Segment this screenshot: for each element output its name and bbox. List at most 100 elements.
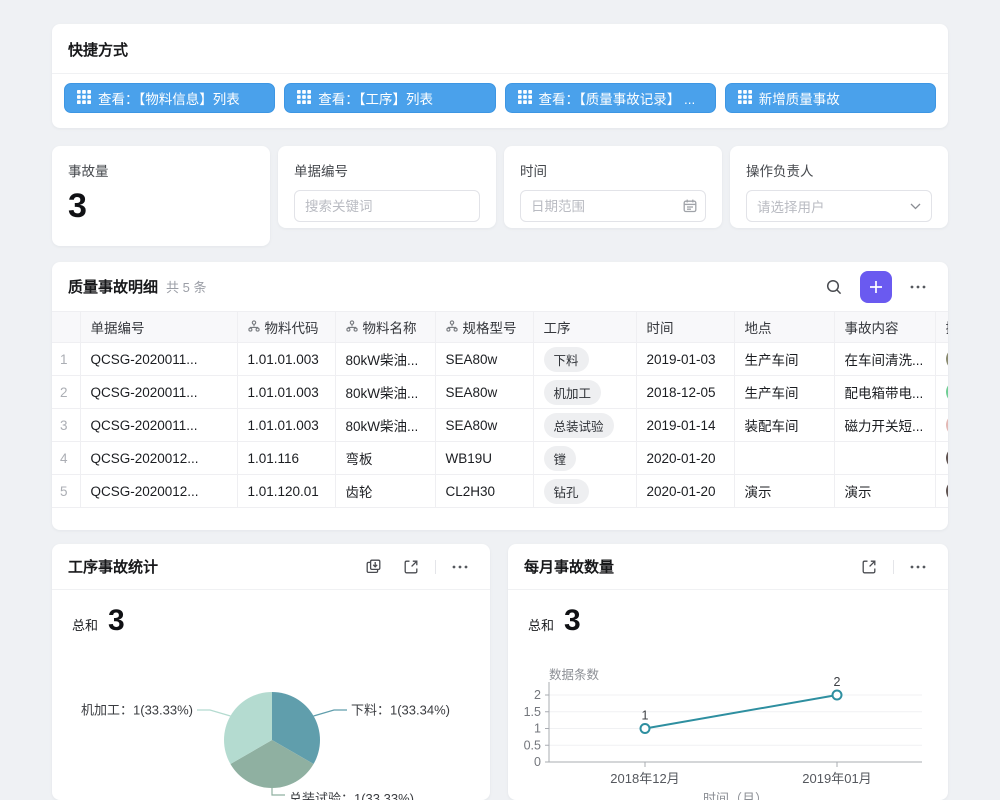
table-row[interactable]: 3 QCSG-2020011... 1.01.01.003 80kW柴油... SEA8… — [52, 408, 948, 442]
more-icon[interactable] — [446, 553, 474, 581]
column-header-时间[interactable]: 时间 — [635, 311, 735, 343]
column-header-label: 规格型号 — [462, 321, 517, 336]
table-header-row: 单据编号 物料代码 物料名称 规格型号 工序 时间 地点 事故内容 操作负责人 — [52, 311, 948, 343]
column-header-row-number[interactable] — [52, 311, 81, 343]
shortcut-add-incident-button[interactable]: 新增质量事故 — [724, 83, 936, 113]
shortcut-view-process-list-button[interactable]: 查看：【工序】列表 — [284, 83, 496, 113]
grid-icon — [77, 89, 91, 107]
doc-no-label: 单据编号 — [294, 164, 348, 179]
pie-slice-label: 总装试验：1(33.33%) — [289, 791, 414, 800]
column-header-单据编号[interactable]: 单据编号 — [79, 311, 238, 343]
doc-no-search-input[interactable] — [294, 190, 480, 222]
shortcut-view-material-list-button[interactable]: 查看：【物料信息】列表 — [64, 83, 276, 113]
cell-material_code: 1.01.120.01 — [236, 474, 336, 508]
line-total-value: 3 — [564, 604, 581, 637]
avatar — [945, 348, 948, 370]
operator-select[interactable]: 请选择用户 — [746, 190, 932, 222]
add-record-button[interactable] — [860, 270, 892, 303]
cell-time: 2019-01-14 — [635, 408, 735, 442]
incident-count-value: 3 — [68, 187, 87, 225]
column-header-操作负责人[interactable]: 操作负责人 — [934, 311, 948, 343]
cell-material_name: 80kW柴油... — [334, 375, 436, 409]
pie-slice-下料[interactable] — [272, 692, 320, 764]
cell-content — [833, 441, 936, 475]
cell-doc_no: QCSG-2020011... — [79, 375, 238, 409]
cell-doc_no: QCSG-2020012... — [79, 441, 238, 475]
cell-material_name: 80kW柴油... — [334, 408, 436, 442]
cell-content: 磁力开关短... — [833, 408, 936, 442]
pie-slice-机加工[interactable] — [224, 692, 272, 764]
cell-doc_no: QCSG-2020012... — [79, 474, 238, 508]
avatar — [945, 447, 948, 469]
avatar — [945, 480, 948, 502]
expand-icon[interactable] — [397, 553, 425, 581]
cell-no: 3 — [52, 408, 81, 442]
cell-process: 镗 — [532, 441, 637, 475]
avatar — [945, 414, 948, 436]
relation-icon — [247, 319, 260, 335]
calendar-icon — [682, 198, 698, 219]
column-header-label: 工序 — [543, 321, 571, 336]
column-header-物料代码[interactable]: 物料代码 — [236, 311, 336, 343]
x-tick-label: 2019年01月 — [802, 771, 871, 786]
data-point[interactable] — [639, 723, 651, 734]
column-header-label: 单据编号 — [90, 321, 145, 336]
date-range-input[interactable] — [520, 190, 706, 222]
search-icon[interactable] — [820, 273, 848, 301]
more-icon[interactable] — [904, 553, 932, 581]
column-header-规格型号[interactable]: 规格型号 — [434, 311, 534, 343]
cell-material_code: 1.01.01.003 — [236, 408, 336, 442]
table-row[interactable]: 4 QCSG-2020012... 1.01.116 弯板 WB19U 镗 2020-01-… — [52, 441, 948, 475]
more-icon[interactable] — [904, 273, 932, 301]
process-tag: 钻孔 — [543, 478, 589, 504]
cell-no: 5 — [52, 474, 81, 508]
table-row[interactable]: 5 QCSG-2020012... 1.01.120.01 齿轮 CL2H30 钻孔 202… — [52, 474, 948, 508]
table-title: 质量事故明细 — [68, 279, 159, 296]
relation-icon — [345, 319, 358, 335]
column-header-工序[interactable]: 工序 — [532, 311, 637, 343]
column-header-label: 时间 — [646, 321, 674, 336]
grid-icon — [297, 89, 312, 107]
process-tag: 机加工 — [543, 379, 602, 405]
cell-content: 配电箱带电... — [833, 375, 936, 409]
data-point-label: 2 — [834, 675, 841, 689]
y-tick-label: 2 — [534, 688, 541, 702]
column-header-label: 物料名称 — [362, 321, 417, 336]
pie-leader-line — [313, 709, 347, 717]
table-row[interactable]: 2 QCSG-2020011... 1.01.01.003 80kW柴油... SEA8… — [52, 375, 948, 409]
avatar — [945, 381, 948, 403]
cell-doc_no: QCSG-2020011... — [79, 342, 238, 376]
column-header-事故内容[interactable]: 事故内容 — [833, 311, 936, 343]
shortcut-view-incident-records-button[interactable]: 查看：【质量事故记录】 ... — [504, 83, 716, 113]
incident-count-label: 事故量 — [68, 164, 109, 179]
incident-count-card: 事故量 3 — [52, 146, 270, 246]
data-point[interactable] — [831, 689, 843, 701]
pie-chart-title: 工序事故统计 — [68, 559, 159, 576]
cell-no: 2 — [52, 375, 81, 409]
shortcuts-card: 快捷方式 查看：【物料信息】列表 查看：【工序】列表 查看：【质量事故记录】 .… — [52, 24, 948, 128]
cell-time: 2018-12-05 — [635, 375, 735, 409]
y-tick-label: 1.5 — [524, 705, 541, 719]
column-header-物料名称[interactable]: 物料名称 — [334, 311, 436, 343]
download-icon[interactable] — [359, 553, 387, 581]
pie-total-label: 总和 — [72, 618, 99, 633]
pie-chart-svg: 下料：1(33.34%) 总装试验：1(33.33%) 机加工：1(33.33%) — [81, 692, 450, 800]
table-record-count: 共 5 条 — [166, 280, 207, 295]
cell-spec: SEA80w — [434, 408, 534, 442]
operator-select-placeholder: 请选择用户 — [757, 200, 825, 215]
cell-no: 4 — [52, 441, 81, 475]
cell-material_name: 80kW柴油... — [334, 342, 436, 376]
column-header-地点[interactable]: 地点 — [733, 311, 835, 343]
table-row[interactable]: 1 QCSG-2020011... 1.01.01.003 80kW柴油... SEA8… — [52, 342, 948, 376]
y-tick-label: 1 — [534, 722, 541, 736]
shortcuts-button-row: 查看：【物料信息】列表 查看：【工序】列表 查看：【质量事故记录】 ... 新增… — [52, 74, 948, 122]
cell-material_code: 1.01.01.003 — [236, 375, 336, 409]
expand-icon[interactable] — [855, 553, 883, 581]
operator-label: 操作负责人 — [746, 164, 814, 179]
process-tag: 镗 — [543, 445, 577, 471]
cell-place: 生产车间 — [733, 342, 835, 376]
line-chart-svg: 0 0.5 1 1.5 2 数据条数 2018年12月 2019年01月 1 2 时间（月） — [524, 667, 922, 800]
y-tick-label: 0 — [534, 755, 541, 769]
cell-content: 演示 — [833, 474, 936, 508]
